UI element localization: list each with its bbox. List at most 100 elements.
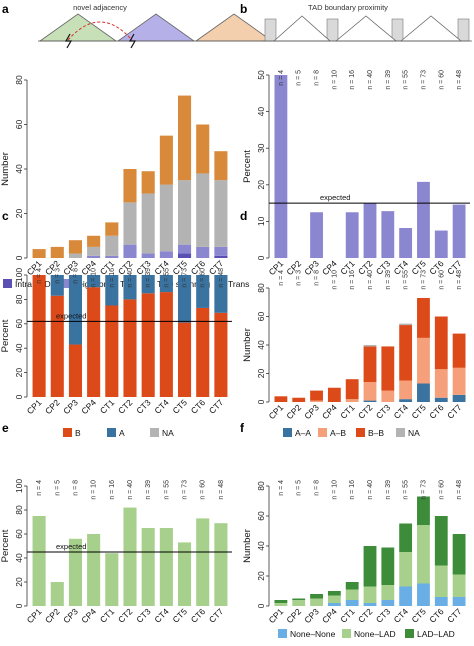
- x-tick-label: CT7: [445, 402, 464, 421]
- n-label: n = 48: [218, 268, 225, 288]
- x-tick-label: CP3: [302, 402, 321, 421]
- y-axis-label: Number: [242, 529, 253, 563]
- n-label: n = 8: [72, 480, 79, 496]
- legend-swatch: [278, 629, 287, 638]
- chart-e: 0 20 40 60 80 100 Percent CP1 n = 4 CP2 n = 5 CP3 n …: [0, 479, 232, 625]
- bar-a-CP1-s3: [32, 249, 46, 258]
- bar-c-CP1-s0: [32, 275, 46, 397]
- n-label: n = 40: [127, 480, 134, 500]
- bar-f-CT7-s1: [452, 574, 466, 597]
- bar-d-CT4-s2: [399, 325, 413, 381]
- bar-d-CT6-s0: [434, 397, 448, 402]
- bar-a-CT5-s0: [178, 253, 192, 258]
- bar-a-CT6-s2: [196, 173, 210, 247]
- n-label: n = 40: [367, 70, 374, 90]
- n-label: n = 40: [127, 268, 134, 288]
- y-tick-label: 20: [14, 368, 24, 378]
- bar-c-CT1-s0: [105, 305, 119, 397]
- n-label: n = 5: [296, 480, 303, 496]
- y-tick-label: 0: [256, 603, 266, 608]
- n-label: n = 48: [456, 480, 463, 500]
- legend-label: None–LAD: [354, 629, 396, 639]
- x-tick-label: CP1: [267, 606, 286, 625]
- bar-b-CT7-s0: [452, 204, 466, 258]
- n-label: n = 3: [54, 268, 61, 284]
- bar-a-CT5-s2: [178, 180, 192, 245]
- n-label: n = 16: [349, 480, 356, 500]
- bar-c-CP4-s1: [87, 275, 101, 288]
- y-tick-label: 0: [14, 255, 24, 260]
- bar-d-CT7-s0: [452, 394, 466, 403]
- bar-b-CT6-s0: [434, 230, 448, 258]
- bar-a-CT1-s1: [105, 255, 119, 258]
- n-label: n = 60: [438, 70, 445, 90]
- x-tick-label: CT1: [98, 606, 117, 625]
- legend-label: Trans: [228, 279, 249, 289]
- bar-a-CT5-s1: [178, 244, 192, 254]
- bar-c-CT3-s0: [141, 293, 155, 397]
- legend-swatch: [63, 428, 72, 437]
- bar-d-CT5-s0: [417, 383, 430, 402]
- n-label: n = 10: [91, 268, 98, 288]
- bar-a-CT7-s0: [214, 255, 228, 258]
- n-label: n = 39: [145, 268, 152, 288]
- bar-d-CT2-s3: [363, 345, 377, 347]
- bar-a-CT4-s2: [159, 184, 173, 252]
- y-tick-label: 40: [256, 340, 266, 350]
- bar-d-CP2-s2: [292, 397, 306, 402]
- bar-b-CT3-s0: [381, 211, 395, 258]
- x-tick-label: CT5: [409, 606, 428, 625]
- bar-d-CP3-s1: [310, 400, 323, 402]
- bar-e-CT5-s0: [178, 542, 192, 606]
- n-label: n = 55: [163, 268, 170, 288]
- y-tick-label: 20: [256, 571, 266, 581]
- tad-triangle: [334, 15, 398, 42]
- bar-c-CT4-s1: [159, 275, 173, 293]
- n-label: n = 73: [182, 480, 189, 500]
- x-tick-label: CT5: [409, 402, 428, 421]
- bar-f-CP4-s2: [327, 591, 341, 596]
- y-tick-label: 0: [256, 255, 266, 260]
- panel-letter-b: b: [240, 2, 247, 16]
- bar-f-CP4-s1: [327, 595, 341, 603]
- diagram-tad-boundary: TAD boundary proximity: [262, 3, 472, 42]
- bar-f-CP4-s0: [327, 603, 341, 606]
- y-tick-label: 0: [14, 394, 24, 399]
- boundary-box: [391, 18, 404, 42]
- bar-a-CT4-s3: [159, 135, 173, 185]
- bar-f-CT7-s2: [452, 534, 466, 575]
- bar-a-CT7-s2: [214, 180, 228, 247]
- bar-d-CT6-s1: [434, 369, 448, 398]
- n-label: n = 73: [182, 268, 189, 288]
- y-tick-label: 60: [14, 319, 24, 329]
- bar-c-CT2-s1: [123, 275, 137, 300]
- x-tick-label: CT6: [427, 606, 446, 625]
- tad-triangle-green: [38, 13, 118, 42]
- bar-f-CT6-s2: [434, 516, 448, 566]
- bar-c-CT3-s1: [141, 275, 155, 294]
- bar-a-CT7-s1: [214, 246, 228, 256]
- x-tick-label: CT2: [116, 397, 135, 416]
- x-tick-label: CT2: [116, 606, 135, 625]
- n-label: n = 4: [278, 70, 285, 86]
- legend-label: A–B: [330, 428, 346, 438]
- x-tick-label: CT4: [392, 606, 411, 625]
- bar-c-CT5-s0: [178, 322, 192, 397]
- n-label: n = 60: [438, 270, 445, 290]
- bar-c-CT1-s1: [105, 275, 119, 306]
- n-label: n = 48: [218, 480, 225, 500]
- bar-f-CT6-s0: [434, 597, 448, 606]
- bar-f-CT1-s1: [345, 589, 359, 600]
- y-tick-label: 80: [14, 505, 24, 515]
- legend-label: B: [75, 428, 81, 438]
- legend-swatch: [396, 428, 405, 437]
- n-label: n = 5: [296, 70, 303, 86]
- n-label: n = 39: [145, 480, 152, 500]
- bar-a-CT3-s2: [141, 193, 155, 254]
- n-label: n = 40: [367, 270, 374, 290]
- n-label: n = 60: [200, 480, 207, 500]
- n-label: n = 39: [385, 70, 392, 90]
- bar-f-CP3-s1: [310, 598, 323, 606]
- y-tick-label: 40: [14, 164, 24, 174]
